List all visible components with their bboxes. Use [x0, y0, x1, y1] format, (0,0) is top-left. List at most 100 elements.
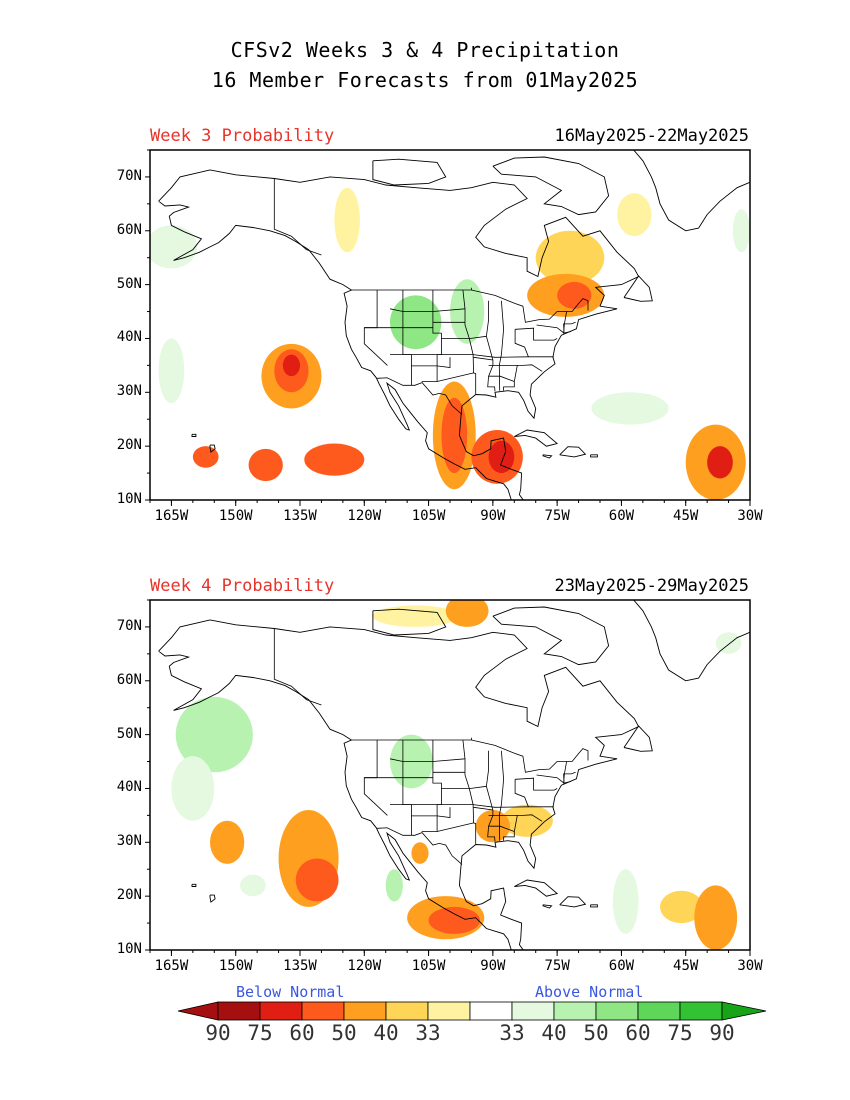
legend-number: 50 — [331, 1021, 357, 1045]
week4-map — [145, 599, 751, 956]
lon-label: 105W — [411, 508, 446, 524]
lon-label: 120W — [347, 508, 382, 524]
lat-label: 70N — [116, 617, 142, 634]
lon-label: 105W — [411, 958, 446, 974]
probability-contour-below — [282, 354, 300, 377]
lon-label: 135W — [283, 958, 317, 974]
legend-swatch — [637, 1001, 681, 1021]
probability-contour-below — [445, 600, 489, 627]
probability-contour-below — [501, 804, 553, 837]
probability-contour-below — [535, 230, 605, 285]
coastline — [559, 446, 587, 458]
lon-label: 30W — [737, 958, 763, 974]
probability-contour-above — [175, 696, 253, 773]
state-border — [471, 739, 589, 773]
coastline — [559, 896, 587, 908]
week3-map — [145, 149, 751, 506]
lon-label: 30W — [737, 508, 763, 524]
probability-contour-below — [557, 281, 592, 309]
coastline — [209, 894, 216, 903]
probability-contour-above — [385, 869, 403, 902]
probability-contour-below — [488, 440, 515, 474]
lon-label: 165W — [154, 958, 189, 974]
lon-label: 120W — [347, 958, 382, 974]
probability-contour-below — [210, 820, 245, 864]
lon-label: 165W — [154, 508, 189, 524]
state-border — [498, 300, 505, 391]
lat-label: 20N — [116, 887, 142, 904]
coastline — [590, 454, 598, 458]
probability-contour-above — [450, 279, 485, 344]
panel2-label: Week 4 Probability — [150, 576, 335, 596]
probability-contour-below — [411, 842, 429, 864]
legend-below-label: Below Normal — [236, 983, 345, 1001]
state-border — [488, 825, 515, 832]
legend-number: 50 — [583, 1021, 609, 1045]
state-border — [488, 364, 543, 372]
coastline — [209, 444, 216, 453]
probability-contour-below — [295, 858, 339, 902]
coastline — [514, 879, 559, 897]
lat-label: 40N — [116, 329, 142, 346]
probability-contour-above — [732, 209, 750, 253]
probability-contour-above — [158, 338, 185, 404]
state-border — [533, 327, 558, 341]
probability-contour-below — [617, 193, 652, 237]
state-border — [377, 827, 463, 865]
legend-swatch — [469, 1001, 513, 1021]
coastline — [492, 606, 610, 666]
lat-label: 70N — [116, 167, 142, 184]
probability-contour-below — [372, 605, 459, 627]
state-border — [563, 761, 571, 784]
state-border — [389, 758, 466, 762]
lon-label: 150W — [218, 958, 253, 974]
probability-contour-above — [591, 392, 669, 425]
coastline — [492, 156, 610, 216]
lat-label: 60N — [116, 221, 142, 238]
lon-label: 90W — [480, 508, 506, 524]
state-border — [471, 289, 589, 323]
lat-label: 50N — [116, 725, 142, 742]
main-title-line2: 16 Member Forecasts from 01May2025 — [211, 68, 639, 92]
lon-label: 150W — [218, 508, 253, 524]
legend-swatch — [511, 1001, 555, 1021]
lon-label: 45W — [673, 958, 699, 974]
probability-contour-below — [660, 890, 703, 924]
lat-label: 30N — [116, 833, 142, 850]
probability-contour-below — [248, 448, 283, 482]
coastline — [542, 454, 553, 459]
probability-contour-below — [441, 397, 468, 474]
state-border — [377, 377, 463, 415]
state-border — [514, 779, 554, 808]
panel1-dates: 16May2025-22May2025 — [554, 126, 749, 146]
probability-legend-bar — [177, 1001, 767, 1021]
panel2-dates: 23May2025-29May2025 — [554, 576, 749, 596]
coastline — [372, 608, 447, 636]
coastline — [542, 904, 553, 909]
state-border — [389, 308, 466, 312]
legend-number: 60 — [625, 1021, 651, 1045]
lon-label: 60W — [608, 958, 635, 974]
state-border — [437, 822, 474, 832]
legend-swatch — [385, 1001, 429, 1021]
legend-number: 33 — [499, 1021, 525, 1045]
lon-label: 90W — [480, 958, 506, 974]
main-title-line1: CFSv2 Weeks 3 & 4 Precipitation — [230, 38, 620, 62]
state-border — [473, 356, 493, 361]
probability-contour-below — [428, 906, 480, 934]
lon-label: 135W — [283, 508, 317, 524]
legend-number: 90 — [709, 1021, 735, 1045]
state-border — [533, 777, 558, 791]
probability-contour-above — [612, 869, 639, 934]
coastline — [191, 433, 197, 437]
state-border — [488, 375, 515, 382]
probability-contour-above — [150, 225, 198, 269]
probability-contour-above — [715, 632, 742, 654]
coastline — [191, 883, 197, 887]
legend-number: 75 — [247, 1021, 273, 1045]
state-border — [437, 372, 474, 382]
state-border — [462, 739, 477, 844]
lon-label: 60W — [608, 508, 635, 524]
legend-swatch — [301, 1001, 345, 1021]
